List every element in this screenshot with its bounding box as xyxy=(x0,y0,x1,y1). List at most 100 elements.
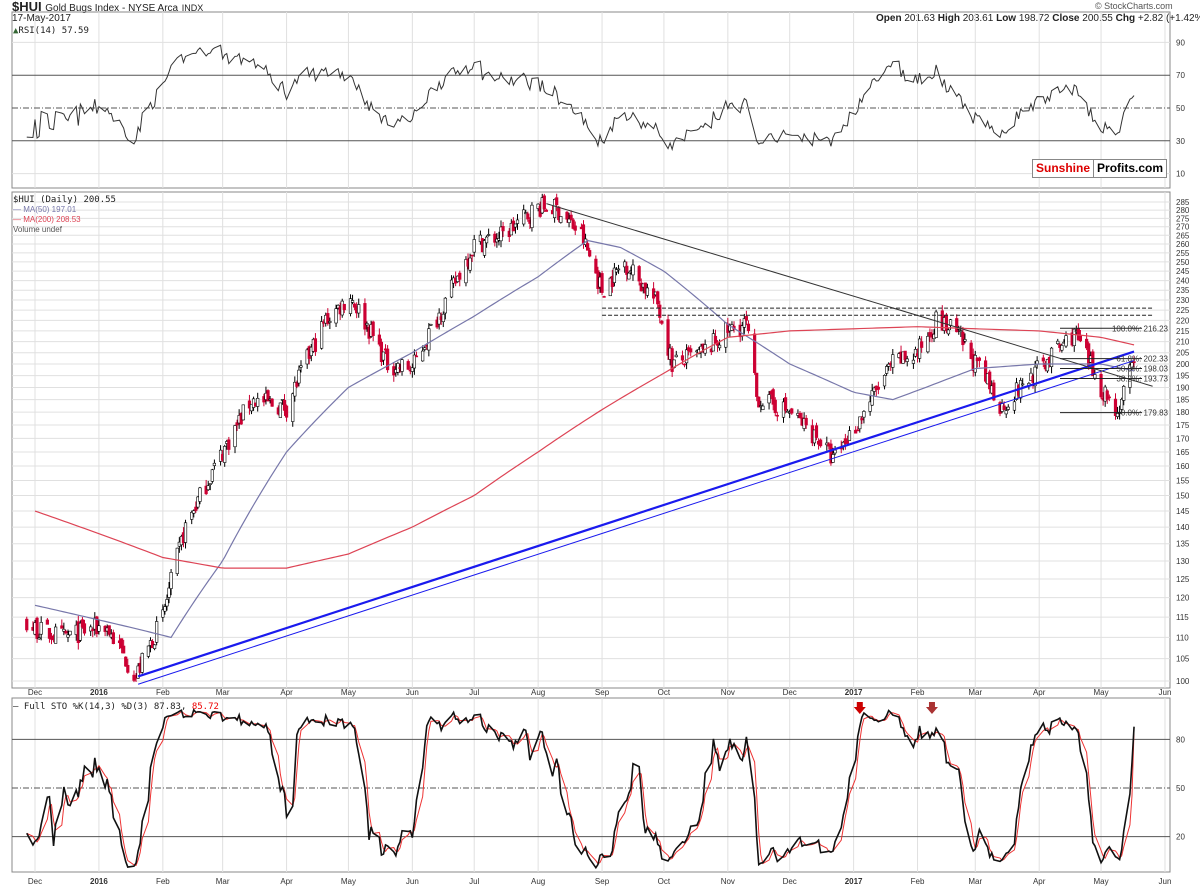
candle xyxy=(602,296,606,298)
candle xyxy=(89,626,93,632)
rsi-label: RSI(14) 57.59 xyxy=(18,26,89,36)
candle xyxy=(963,339,967,342)
candle xyxy=(291,393,295,422)
x-tick-label: May xyxy=(1093,877,1108,886)
sto-tick-label: 20 xyxy=(1176,833,1185,842)
y-tick-label: 195 xyxy=(1176,372,1190,381)
rsi-legend: ▲RSI(14) 57.59 xyxy=(13,26,89,36)
candle xyxy=(62,628,66,632)
y-tick-label: 135 xyxy=(1176,540,1190,549)
candle xyxy=(934,311,938,338)
candle xyxy=(365,323,369,326)
y-tick-label: 175 xyxy=(1176,421,1190,430)
candle xyxy=(449,279,454,298)
y-tick-label: 265 xyxy=(1176,231,1190,240)
candle xyxy=(198,487,202,502)
x-tick-label: Sep xyxy=(595,877,610,886)
rsi-line xyxy=(26,44,1135,152)
candle xyxy=(328,321,332,323)
candle xyxy=(891,354,895,368)
candle xyxy=(744,316,748,321)
y-tick-label: 235 xyxy=(1176,286,1190,295)
x-tick-label: Mar xyxy=(968,877,982,886)
candle xyxy=(955,318,959,333)
candle xyxy=(1099,373,1103,398)
y-tick-label: 225 xyxy=(1176,306,1190,315)
candle xyxy=(911,359,916,364)
ma200-legend: — MA(200) 208.53 xyxy=(13,215,81,224)
candle xyxy=(684,349,689,364)
x-tick-label: Apr xyxy=(1033,688,1046,697)
exchange: INDX xyxy=(181,3,204,13)
down-arrow-icon xyxy=(925,702,938,714)
candle xyxy=(357,304,361,314)
x-tick-label: Nov xyxy=(721,877,735,886)
candle xyxy=(95,616,99,635)
y-tick-label: 120 xyxy=(1176,594,1190,603)
candle xyxy=(1093,374,1097,379)
candle xyxy=(348,298,353,314)
index-name: Gold Bugs Index - NYSE Arca xyxy=(45,3,179,14)
candle xyxy=(421,350,425,362)
candle xyxy=(856,429,860,432)
candle xyxy=(235,422,239,426)
candle xyxy=(464,259,468,284)
candle xyxy=(299,365,303,368)
x-tick-label: Dec xyxy=(783,877,797,886)
candle xyxy=(320,321,324,349)
candle xyxy=(155,621,159,643)
candle xyxy=(804,417,808,426)
candle xyxy=(798,412,802,419)
candle xyxy=(854,429,858,434)
candle xyxy=(526,213,530,220)
candle xyxy=(717,344,722,349)
x-tick-label: May xyxy=(341,688,356,697)
candle xyxy=(25,618,29,631)
candle xyxy=(567,218,571,223)
candle xyxy=(885,366,889,374)
y-tick-label: 275 xyxy=(1176,214,1190,223)
candle xyxy=(992,382,996,401)
low-label: Low xyxy=(996,13,1017,24)
candle xyxy=(1049,347,1054,368)
candle xyxy=(493,233,497,243)
symbol: $HUI xyxy=(12,0,42,14)
candle xyxy=(959,330,963,332)
candle xyxy=(1056,340,1060,345)
x-tick-label: Dec xyxy=(783,688,797,697)
candle xyxy=(326,313,330,324)
candle xyxy=(1021,383,1025,386)
candle xyxy=(400,359,404,372)
candle xyxy=(414,355,419,358)
y-tick-label: 180 xyxy=(1176,408,1190,417)
candle xyxy=(868,401,872,412)
candle xyxy=(377,334,381,345)
x-tick-label: Jun xyxy=(1159,877,1172,886)
candle xyxy=(194,506,198,511)
low-value: 198.72 xyxy=(1018,13,1050,24)
candle xyxy=(775,414,779,417)
candle xyxy=(829,443,833,464)
candle xyxy=(82,623,87,634)
candle xyxy=(183,522,188,543)
candle xyxy=(645,287,650,296)
candle xyxy=(78,622,82,641)
candle xyxy=(742,318,746,328)
trendline-support-thick xyxy=(137,350,1135,678)
candle xyxy=(612,267,617,283)
chart-date: 17-May-2017 xyxy=(12,13,71,24)
candle xyxy=(1132,361,1136,364)
candle xyxy=(484,236,489,244)
rsi-tick-label: 70 xyxy=(1176,71,1185,80)
candle xyxy=(559,216,563,223)
candle xyxy=(363,303,367,330)
candle xyxy=(350,300,355,303)
candle xyxy=(961,331,965,346)
candle xyxy=(571,219,575,229)
candle xyxy=(381,351,386,361)
candle xyxy=(555,197,559,206)
candle xyxy=(544,209,548,212)
candle xyxy=(858,416,862,430)
candle xyxy=(913,349,918,357)
candle xyxy=(175,547,179,574)
